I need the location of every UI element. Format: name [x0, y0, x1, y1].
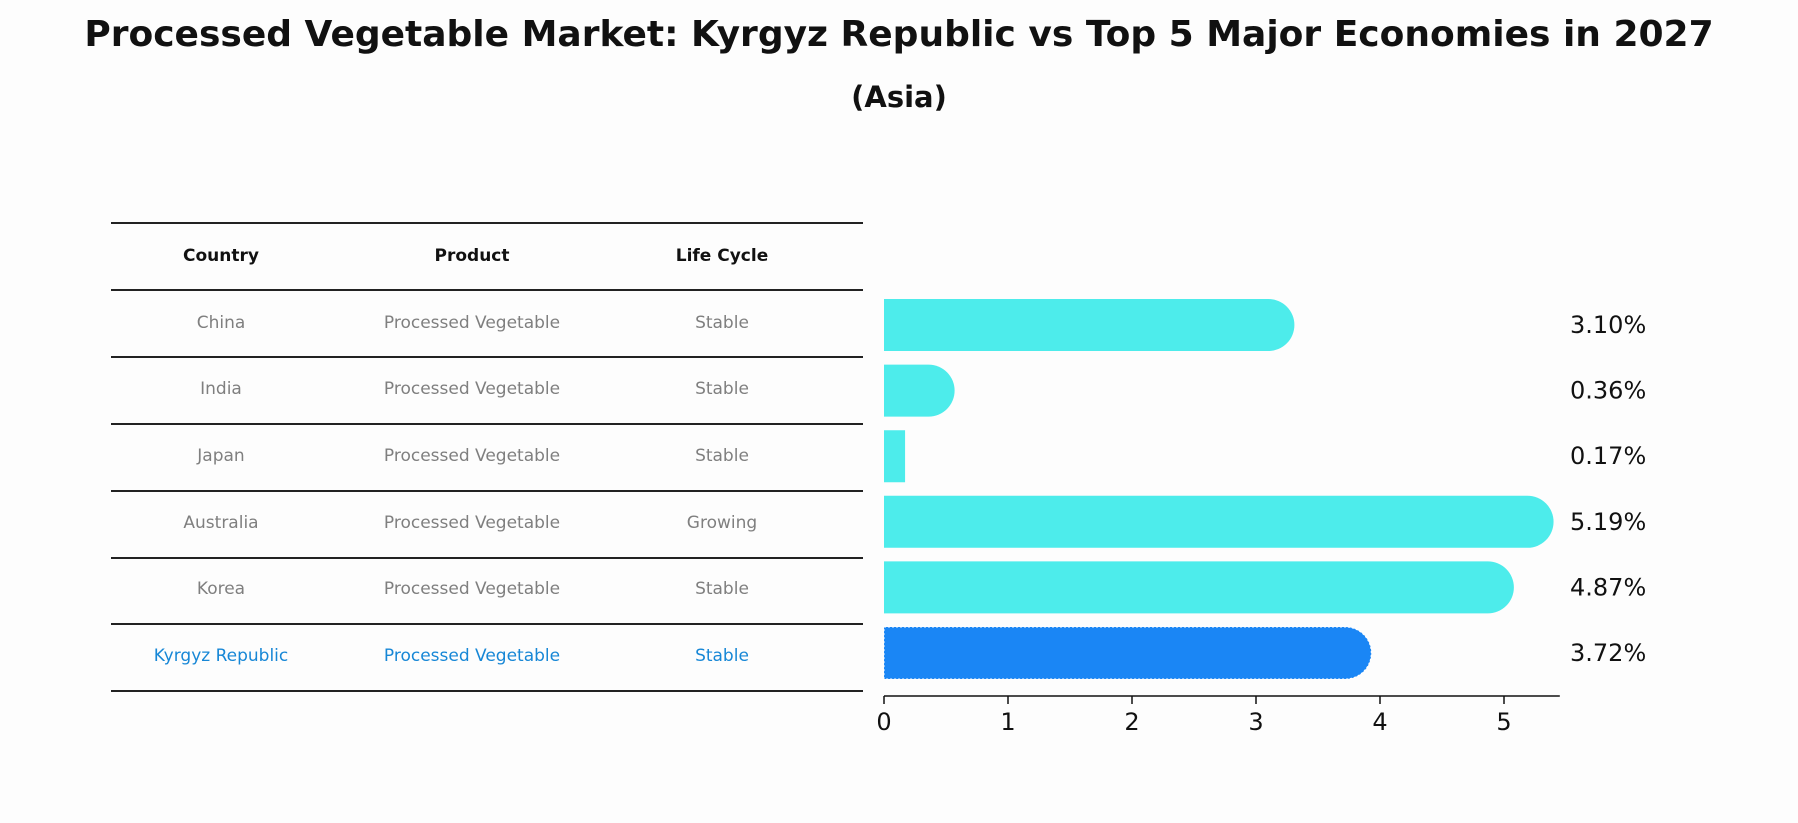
table-cell-life-cycle: Growing	[686, 513, 758, 533]
bar-value-label: 5.19%	[1570, 508, 1646, 536]
bar	[884, 495, 1554, 548]
bar-value-label: 4.87%	[1570, 573, 1646, 601]
table-cell-country-highlight: Kyrgyz Republic	[153, 646, 289, 666]
table-cell-life-cycle: Stable	[695, 379, 749, 399]
bar	[884, 299, 1295, 351]
x-tick-label: 1	[1000, 708, 1015, 736]
bar	[884, 364, 955, 417]
bar	[884, 430, 906, 483]
x-tick-label: 0	[876, 708, 891, 736]
table-cell-country: Korea	[196, 579, 246, 599]
table-rule	[111, 423, 863, 425]
x-tick-label: 4	[1372, 708, 1387, 736]
table-cell-life-cycle: Stable	[695, 313, 749, 333]
table-cell-life-cycle: Stable	[695, 579, 749, 599]
x-tick-label: 5	[1496, 708, 1511, 736]
chart-title: Processed Vegetable Market: Kyrgyz Repub…	[84, 14, 1714, 55]
bar-highlight	[883, 626, 1372, 680]
table-cell-life-cycle: Stable	[695, 446, 749, 466]
header-country: Country	[183, 246, 259, 266]
table-cell-product: Processed Vegetable	[383, 313, 561, 333]
table-cell-product: Processed Vegetable	[383, 446, 561, 466]
table-cell-product: Processed Vegetable	[383, 579, 561, 599]
header-product: Product	[434, 246, 510, 266]
x-tick-label: 3	[1248, 708, 1263, 736]
table-cell-country: India	[200, 379, 242, 399]
table-rule	[111, 222, 863, 224]
table-cell-product: Processed Vegetable	[383, 379, 561, 399]
table-cell-product-highlight: Processed Vegetable	[383, 646, 561, 666]
bar-value-label: 3.10%	[1570, 311, 1646, 339]
table-cell-product: Processed Vegetable	[383, 513, 561, 533]
table-cell-country: China	[196, 313, 246, 333]
bar-value-label: 0.17%	[1570, 442, 1646, 470]
table-rule	[111, 690, 863, 692]
chart-subtitle: (Asia)	[851, 80, 947, 114]
table-cell-country: Japan	[197, 446, 245, 466]
bar-value-label: 3.72%	[1570, 639, 1646, 667]
table-rule	[111, 490, 863, 492]
table-rule	[111, 557, 863, 559]
table-rule	[111, 623, 863, 625]
header-life-cycle: Life Cycle	[675, 246, 769, 266]
table-cell-country: Australia	[183, 513, 259, 533]
bar	[884, 561, 1514, 614]
x-tick-label: 2	[1124, 708, 1139, 736]
table-rule	[111, 289, 863, 291]
table-rule	[111, 356, 863, 358]
table-cell-life-cycle-highlight: Stable	[695, 646, 749, 666]
bar-value-label: 0.36%	[1570, 377, 1646, 405]
